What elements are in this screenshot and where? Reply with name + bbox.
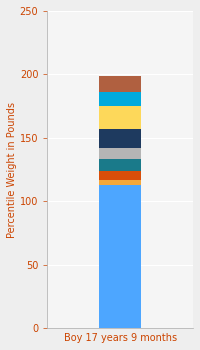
Bar (99, 180, 141, 185)
Y-axis label: Percentile Weight in Pounds: Percentile Weight in Pounds (7, 102, 17, 238)
Bar (99, 106, 141, 129)
Bar (99, 76, 141, 92)
Bar (99, 92, 141, 106)
Bar (99, 148, 141, 159)
Bar (99, 185, 141, 328)
Bar (99, 129, 141, 148)
Bar (99, 159, 141, 171)
Bar (99, 171, 141, 180)
